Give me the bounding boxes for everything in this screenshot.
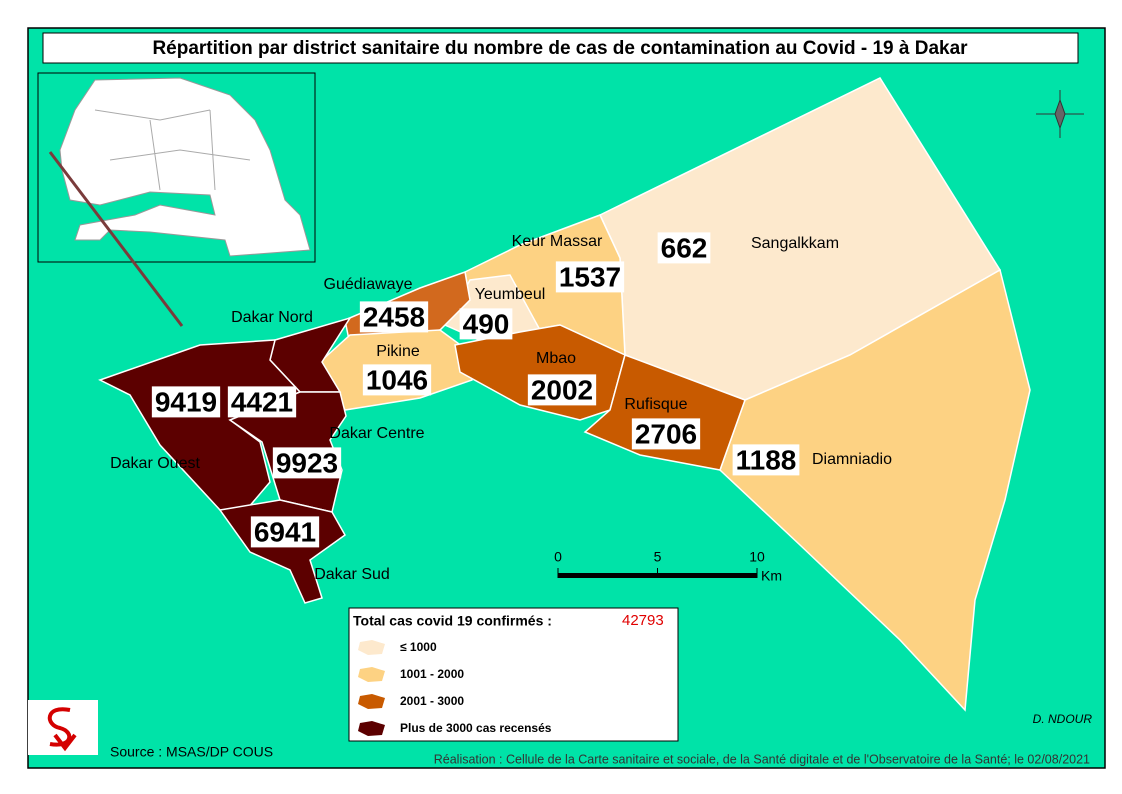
case-box [732, 444, 800, 476]
legend-total: 42793 [622, 612, 664, 629]
scale-unit: Km [761, 568, 782, 584]
district [98, 339, 302, 516]
legend-box [348, 607, 679, 742]
credit: Réalisation : Cellule de la Carte sanita… [434, 752, 1090, 766]
case-box [272, 447, 342, 479]
district-name: Dakar Ouest [110, 455, 200, 472]
district [583, 354, 746, 471]
case-count: 662 [661, 232, 708, 263]
district-name: Dakar Centre [329, 425, 424, 442]
legend-swatch [358, 667, 385, 682]
district-name: Dakar Sud [314, 566, 390, 583]
source: Source : MSAS/DP COUS [110, 744, 273, 760]
case-box [657, 232, 711, 264]
legend-swatch [358, 721, 385, 736]
legend-label: ≤ 1000 [400, 640, 437, 654]
inset-pointer [48, 151, 184, 327]
case-count: 1537 [559, 261, 621, 292]
case-box [527, 374, 597, 406]
case-count: 9923 [276, 447, 338, 478]
district-name: Pikine [376, 343, 420, 360]
district-name: Guédiawaye [324, 276, 413, 293]
case-box [631, 418, 701, 450]
case-box [250, 516, 320, 548]
district-name: Mbao [536, 350, 576, 367]
author: D. NDOUR [1033, 712, 1093, 726]
title: Répartition par district sanitaire du no… [152, 38, 968, 59]
scale-tick-label: 10 [749, 549, 765, 565]
title-box [42, 32, 1079, 64]
scale-tick-label: 5 [654, 549, 662, 565]
case-count: 490 [463, 308, 510, 339]
district-name: Dakar Nord [231, 309, 313, 326]
case-box [362, 364, 432, 396]
case-box [359, 301, 429, 333]
north-arrow [1036, 90, 1084, 138]
legend-swatch [358, 640, 385, 655]
case-count: 2706 [635, 418, 697, 449]
legend-swatch [358, 694, 385, 709]
case-box [151, 386, 221, 418]
case-box [555, 261, 625, 293]
district-name: Keur Massar [512, 233, 603, 250]
district [719, 268, 1031, 712]
inset-borders [94, 109, 251, 191]
legend-label: 1001 - 2000 [400, 667, 464, 681]
case-count: 2002 [531, 374, 593, 405]
case-count: 1188 [736, 444, 797, 475]
inset-land [59, 77, 311, 257]
district-name: Sangalkkam [751, 235, 839, 252]
case-box [227, 386, 297, 418]
district-name: Diamniadio [812, 451, 892, 468]
legend-total-label: Total cas covid 19 confirmés : [353, 613, 552, 629]
logo [47, 707, 77, 752]
legend-label: 2001 - 3000 [400, 694, 464, 708]
case-count: 6941 [254, 516, 316, 547]
district-name: Yeumbeul [475, 286, 546, 303]
case-count: 1046 [366, 364, 428, 395]
case-box [459, 308, 513, 340]
case-count: 2458 [363, 301, 425, 332]
case-count: 4421 [231, 386, 293, 417]
district-name: Rufisque [624, 396, 687, 413]
legend-label: Plus de 3000 cas recensés [400, 721, 552, 735]
case-count: 9419 [155, 386, 217, 417]
scale-tick-label: 0 [554, 549, 562, 565]
